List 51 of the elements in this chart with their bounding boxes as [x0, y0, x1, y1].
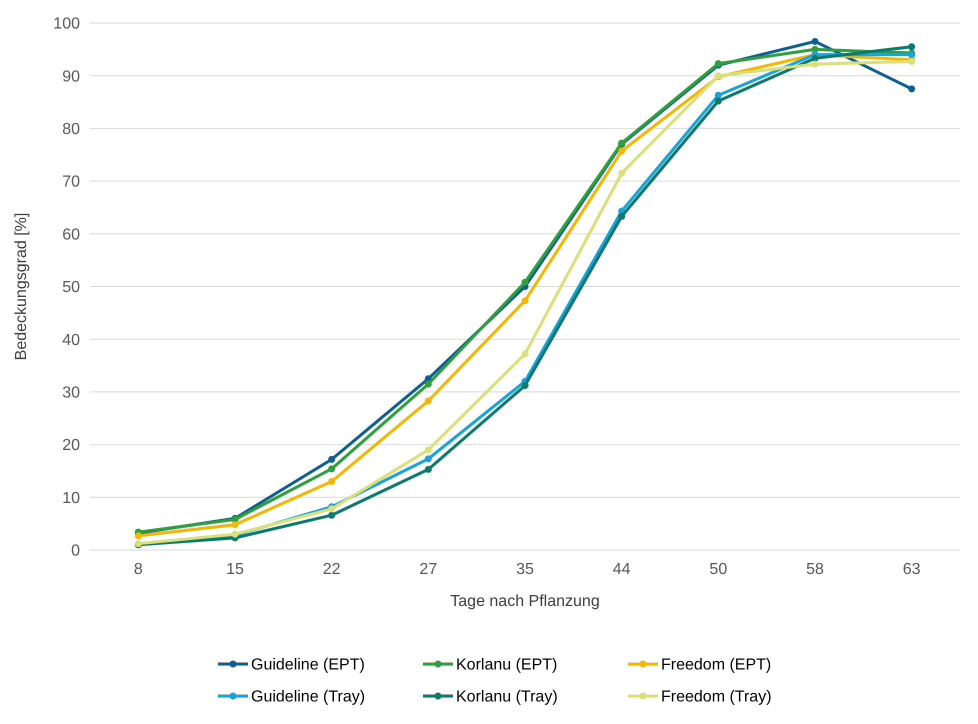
point [714, 97, 722, 104]
x-tick-label: 27 [419, 561, 438, 578]
point [812, 60, 818, 68]
y-tick-label: 70 [62, 174, 80, 191]
point [618, 212, 626, 220]
point [522, 350, 528, 358]
x-tick-label: 35 [516, 561, 534, 578]
point [328, 512, 336, 519]
point [328, 465, 336, 472]
point [522, 278, 528, 286]
point [424, 455, 432, 462]
y-tick-label: 100 [53, 16, 80, 33]
y-tick-label: 0 [71, 542, 80, 560]
point [328, 478, 336, 485]
legend-label: Guideline (Tray) [251, 688, 366, 706]
y-tick-label: 40 [62, 332, 80, 349]
point [134, 532, 142, 540]
x-axis-title: Tage nach Pflanzung [450, 593, 600, 610]
y-tick-label: 80 [62, 121, 80, 138]
y-axis-title: Bedeckungsgrad [%] [13, 212, 30, 360]
y-tick-label: 20 [62, 437, 80, 454]
legend-label: Freedom (Tray) [661, 688, 772, 706]
point [232, 521, 238, 528]
legend-label: Korlanu (Tray) [456, 688, 558, 706]
point [618, 170, 626, 177]
point [522, 382, 528, 390]
y-tick-label: 90 [62, 68, 80, 86]
x-tick-label: 8 [134, 561, 143, 578]
x-tick-label: 22 [322, 561, 341, 578]
y-tick-label: 30 [62, 384, 80, 402]
x-tick-label: 63 [902, 561, 921, 578]
y-tick-label: 10 [62, 490, 80, 507]
point [328, 456, 336, 463]
legend-label: Freedom (EPT) [661, 656, 772, 674]
point [618, 148, 626, 155]
point [812, 38, 818, 45]
point [424, 380, 432, 388]
point [522, 297, 528, 304]
x-tick-label: 50 [709, 561, 728, 578]
x-tick-label: 15 [226, 561, 244, 578]
point [908, 85, 916, 92]
legend-label: Korlanu (EPT) [456, 656, 558, 674]
legend-label: Guideline (EPT) [251, 656, 365, 674]
point [424, 446, 432, 454]
point [424, 397, 432, 404]
x-tick-label: 44 [612, 561, 631, 578]
point [908, 43, 916, 50]
y-tick-label: 50 [62, 279, 80, 296]
x-tick-label: 58 [806, 561, 824, 578]
point [424, 466, 432, 473]
y-tick-label: 60 [62, 226, 80, 244]
